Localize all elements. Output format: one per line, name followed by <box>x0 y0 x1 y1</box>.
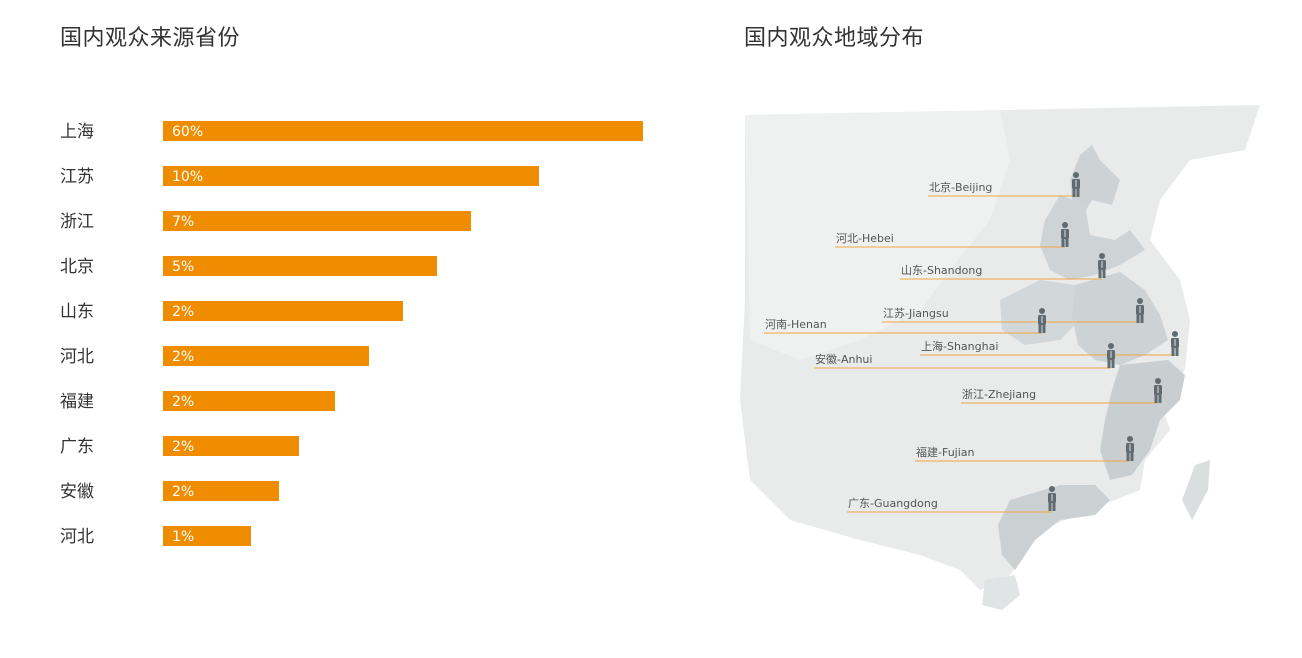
map-highlight-zhejiang-fujian <box>1100 360 1185 480</box>
province-label: 河南-Henan <box>765 318 827 331</box>
province-label: 广东-Guangdong <box>848 497 938 510</box>
person-icon <box>1107 343 1115 368</box>
category-label: 广东 <box>60 437 94 457</box>
person-icon <box>1171 331 1179 356</box>
category-label: 河北 <box>60 527 94 547</box>
bar <box>163 436 299 456</box>
category-label: 浙江 <box>60 212 94 232</box>
person-icon <box>1072 172 1080 197</box>
bar-value-label: 2% <box>172 394 194 410</box>
bar <box>163 211 471 231</box>
bar <box>163 256 437 276</box>
province-label: 上海-Shanghai <box>921 339 998 353</box>
category-label: 安徽 <box>60 482 94 502</box>
person-icon <box>1136 298 1144 323</box>
province-label: 浙江-Zhejiang <box>962 388 1036 401</box>
bar <box>163 526 251 546</box>
bar-value-label: 1% <box>172 529 194 545</box>
bar-value-label: 2% <box>172 304 194 320</box>
person-icon <box>1061 222 1069 247</box>
province-label: 安徽-Anhui <box>815 352 872 366</box>
bar-chart: 上海 60% 江苏 10% 浙江 7% 北京 5% 山东 2% 河北 2% 福建 2% 广东 2% 安徽 2% 河北… <box>60 121 643 547</box>
province-label: 山东-Shandong <box>901 264 982 277</box>
bar <box>163 121 643 141</box>
bar-value-label: 60% <box>172 124 203 140</box>
province-label: 河北-Hebei <box>836 232 894 245</box>
bar <box>163 481 279 501</box>
bar-value-label: 2% <box>172 484 194 500</box>
person-icon <box>1048 486 1056 511</box>
person-icon <box>1126 436 1134 461</box>
map-highlight-north <box>1070 145 1120 220</box>
map-highlight-guangdong <box>998 485 1110 570</box>
map-taiwan <box>1182 460 1210 520</box>
map-title: 国内观众地域分布 <box>744 26 925 51</box>
province-label: 江苏-Jiangsu <box>883 307 949 320</box>
bar-value-label: 2% <box>172 349 194 365</box>
category-label: 江苏 <box>60 167 94 187</box>
province-label: 福建-Fujian <box>916 445 975 459</box>
category-label: 福建 <box>60 392 94 412</box>
bar-value-label: 10% <box>172 169 203 185</box>
category-label: 上海 <box>60 122 94 142</box>
bar-chart-title: 国内观众来源省份 <box>60 26 241 51</box>
category-label: 山东 <box>60 302 94 322</box>
map-highlight-hebei-shandong <box>1040 195 1145 280</box>
map-region-west <box>745 110 1010 360</box>
map-hainan <box>982 575 1020 610</box>
category-label: 河北 <box>60 347 94 367</box>
map-highlight-jiangsu-anhui <box>1072 272 1168 365</box>
person-icon <box>1154 378 1162 403</box>
china-map: 北京-Beijing 河北-Hebei 山东-Shandong 江苏-Jiangsu 河… <box>740 105 1260 610</box>
bar <box>163 166 539 186</box>
person-icon <box>1038 308 1046 333</box>
bar-value-label: 5% <box>172 259 194 275</box>
province-label: 北京-Beijing <box>929 180 992 194</box>
bar <box>163 391 335 411</box>
bar-value-label: 2% <box>172 439 194 455</box>
bar <box>163 346 369 366</box>
person-icon <box>1098 253 1106 278</box>
category-label: 北京 <box>60 257 94 277</box>
bar-value-label: 7% <box>172 214 194 230</box>
bar <box>163 301 403 321</box>
